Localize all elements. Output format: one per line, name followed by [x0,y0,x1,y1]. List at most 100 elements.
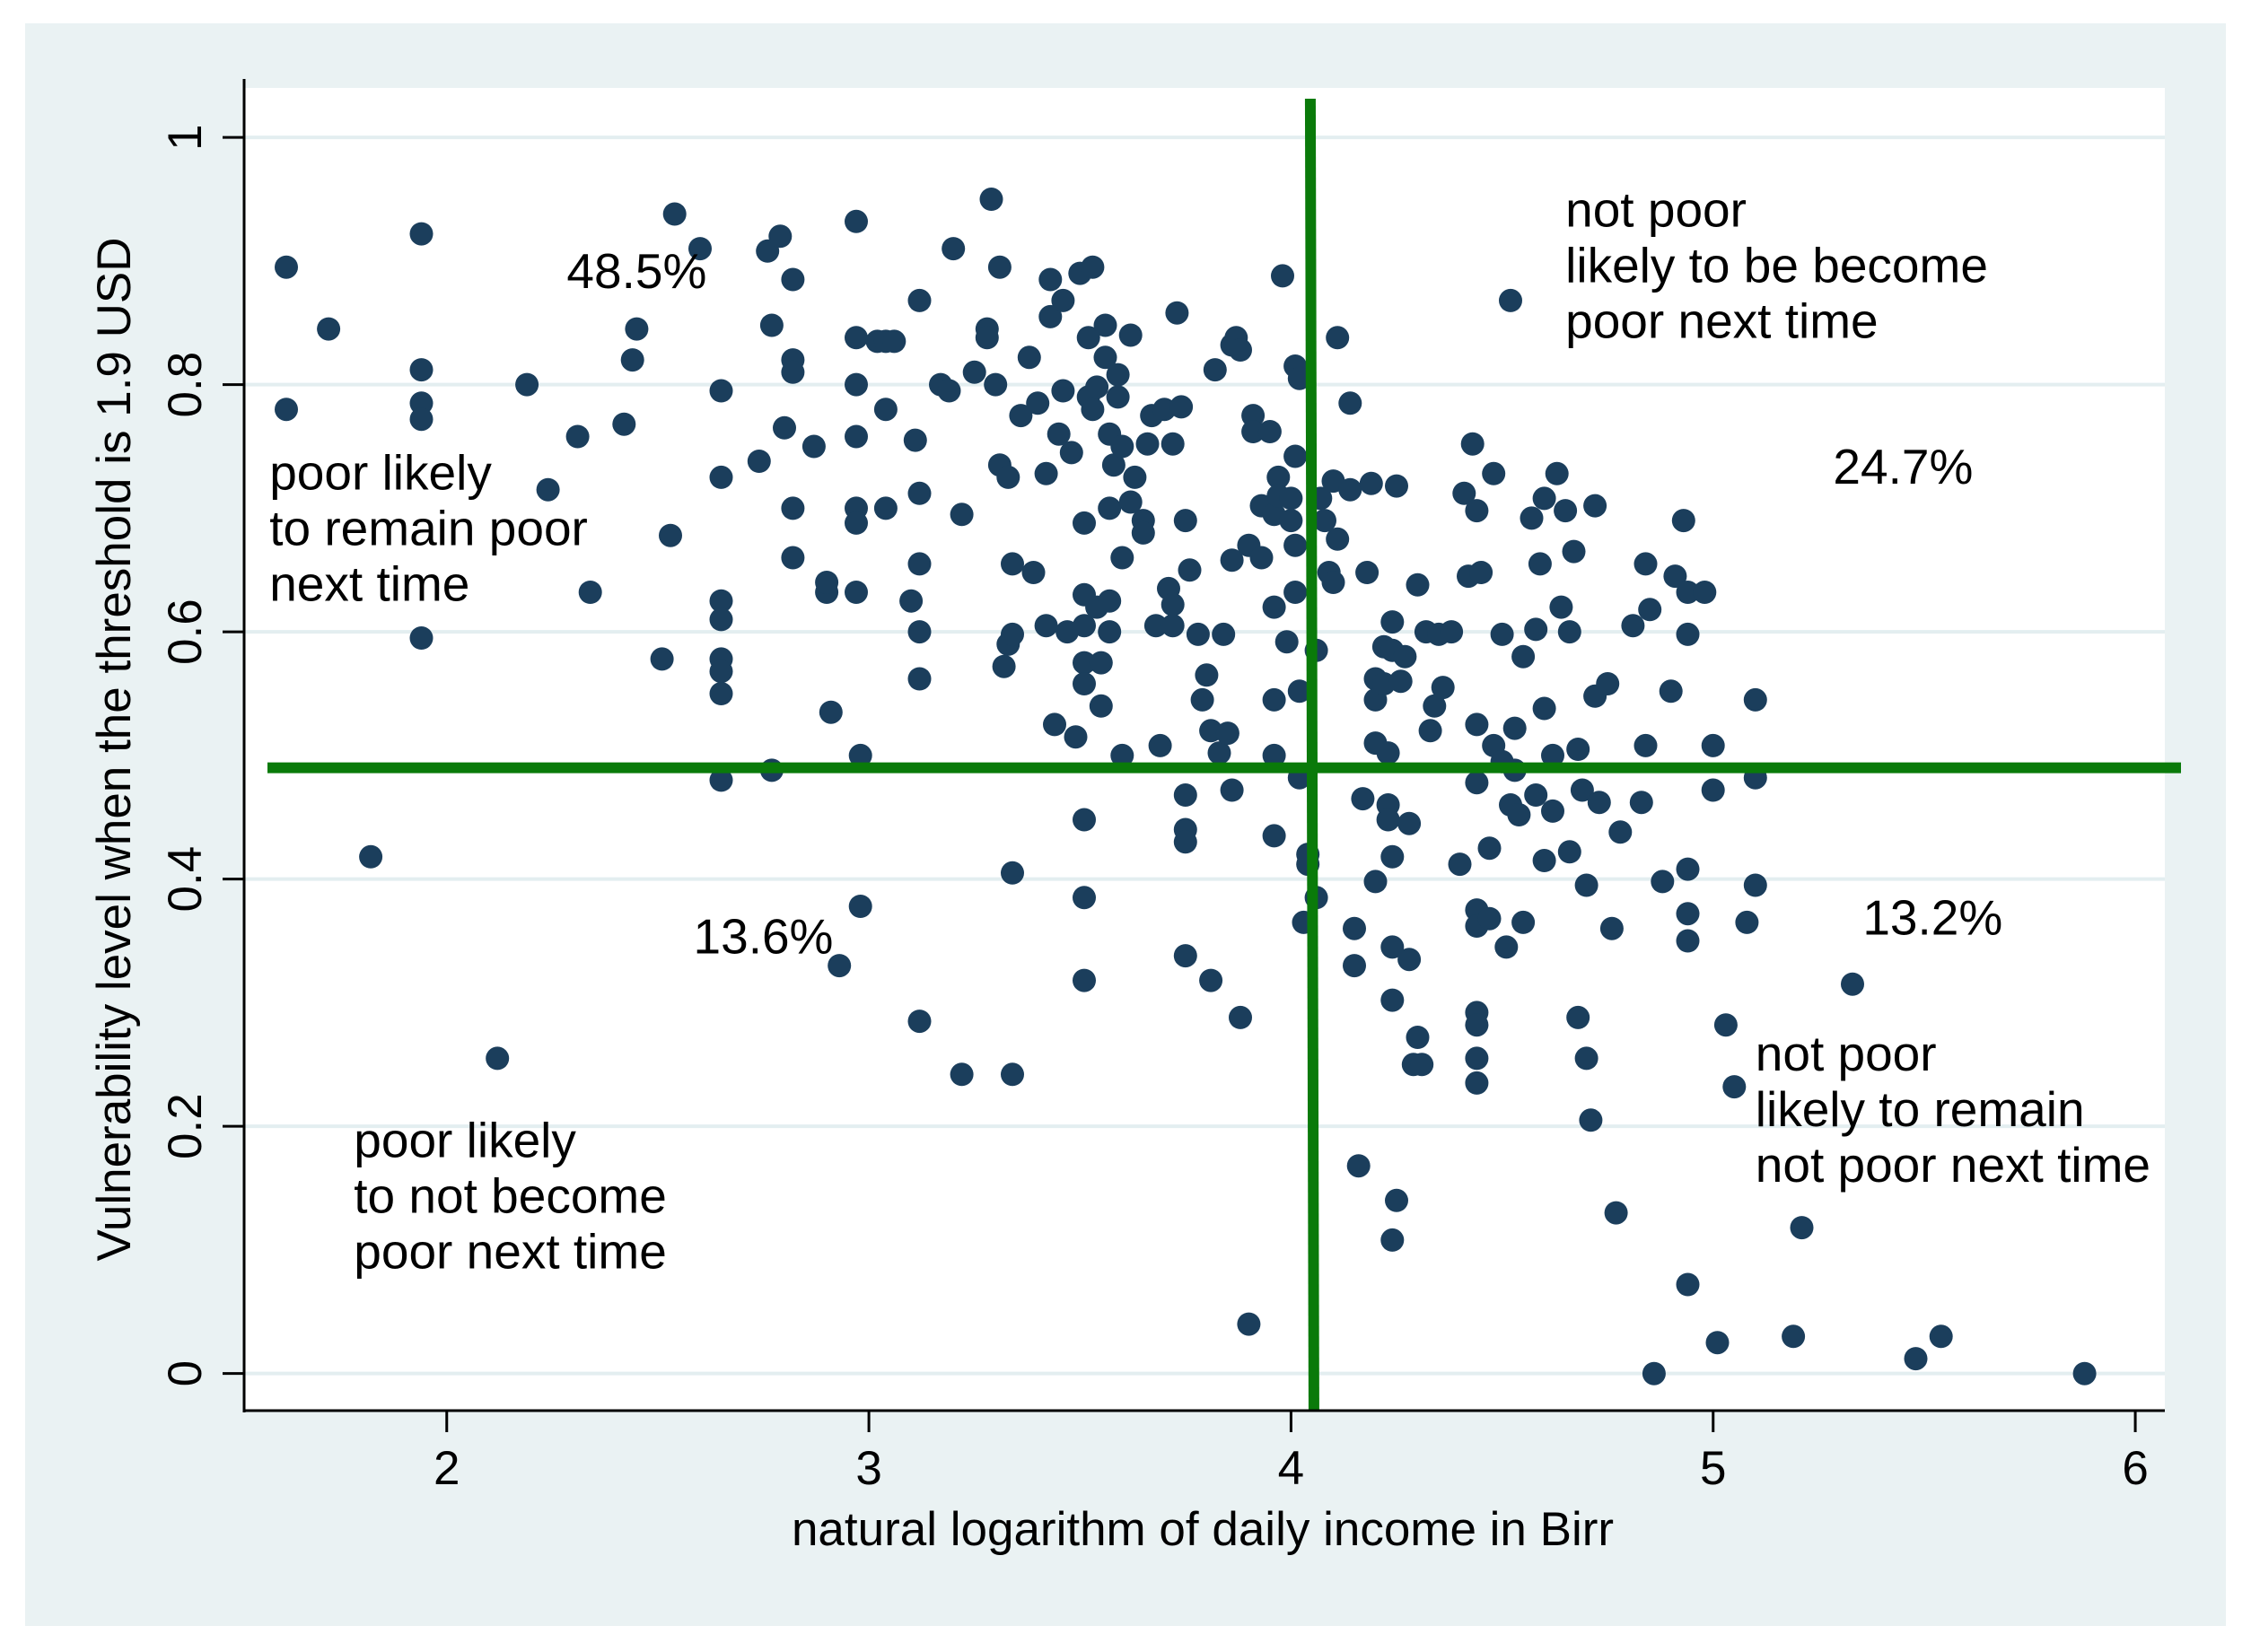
data-point-39 [781,546,805,570]
data-point-206 [1343,916,1366,940]
data-point-34 [773,415,796,440]
data-point-309 [1676,581,1700,604]
data-point-305 [1651,870,1675,894]
data-point-7 [409,407,434,432]
data-point-17 [650,647,674,671]
data-point-131 [1118,490,1143,514]
data-point-204 [1338,477,1362,502]
data-point-141 [1161,432,1185,456]
data-point-279 [1541,799,1564,823]
data-point-311 [1676,857,1700,881]
data-point-200 [1321,571,1345,594]
data-point-202 [1326,326,1350,350]
data-point-253 [1465,1013,1489,1037]
quadrant-label-line-1: to not become [354,1168,667,1224]
data-point-10 [515,372,539,397]
data-point-16 [625,317,649,341]
data-point-304 [1642,1361,1666,1385]
data-point-239 [1423,694,1447,718]
data-point-168 [1237,1312,1261,1336]
data-point-260 [1482,461,1506,485]
data-point-190 [1287,679,1311,704]
data-point-76 [984,372,1008,397]
data-point-303 [1638,598,1662,622]
data-point-165 [1229,338,1252,362]
data-point-18 [659,523,682,547]
quadrant-label-line-1: likely to be become [1565,237,1988,293]
data-point-310 [1676,622,1700,646]
data-point-72 [962,360,986,384]
data-point-324 [1743,873,1767,897]
data-point-90 [1034,461,1058,485]
data-point-266 [1502,716,1527,740]
data-point-178 [1262,824,1286,848]
data-point-5 [409,358,434,382]
data-point-330 [2072,1361,2097,1385]
data-point-154 [1195,663,1219,687]
x-axis-label: natural logarithm of daily income in Bir… [792,1503,1614,1556]
data-point-211 [1359,471,1383,495]
data-point-166 [1229,1005,1252,1029]
data-point-132 [1123,465,1147,489]
data-point-170 [1241,420,1266,443]
data-point-96 [1051,288,1075,312]
data-point-87 [1017,345,1041,370]
data-point-59 [899,589,924,613]
data-point-86 [1009,404,1033,428]
y-tick-label-4: 0.8 [159,352,212,418]
data-point-300 [1629,791,1653,815]
data-point-183 [1279,486,1303,511]
data-point-118 [1093,313,1117,337]
data-point-246 [1460,432,1485,456]
data-point-104 [1073,614,1096,638]
data-point-158 [1207,741,1231,765]
data-point-88 [1021,561,1046,584]
data-point-8 [409,626,434,650]
data-point-121 [1098,496,1122,520]
data-point-147 [1173,783,1197,807]
data-point-247 [1465,499,1489,523]
data-points [275,188,2097,1385]
data-point-198 [1313,509,1336,533]
data-point-82 [1001,552,1024,576]
data-point-298 [1608,820,1633,844]
y-tick-label-5: 1 [159,124,212,150]
data-point-186 [1283,444,1308,468]
data-point-238 [1418,719,1442,743]
quadrant-label-line-1: likely to remain [1756,1081,2085,1137]
data-point-138 [1148,733,1172,757]
data-point-188 [1283,581,1308,604]
data-point-24 [709,607,733,632]
data-point-272 [1524,783,1548,807]
data-point-1 [275,398,298,422]
data-point-306 [1659,679,1683,704]
data-point-135 [1135,432,1160,456]
data-point-37 [781,360,805,384]
data-point-236 [1410,1053,1434,1077]
data-point-144 [1165,301,1189,325]
data-point-276 [1532,696,1556,721]
data-point-159 [1212,622,1236,646]
data-point-143 [1161,614,1185,638]
data-point-42 [815,571,839,594]
data-point-108 [1073,886,1096,910]
data-point-223 [1380,844,1405,869]
data-point-77 [987,255,1012,279]
data-point-308 [1671,509,1695,533]
data-point-275 [1532,486,1556,511]
data-point-99 [1059,441,1083,465]
data-point-181 [1271,264,1294,288]
data-point-45 [845,209,868,233]
data-point-95 [1047,422,1071,446]
data-point-317 [1701,778,1725,802]
data-point-173 [1257,420,1282,443]
data-point-40 [801,434,826,459]
data-point-241 [1431,676,1455,700]
data-point-23 [709,589,733,613]
data-point-151 [1178,558,1202,582]
data-point-66 [907,1010,932,1034]
data-point-38 [781,496,805,520]
data-point-149 [1173,830,1197,854]
data-point-112 [1081,398,1105,422]
